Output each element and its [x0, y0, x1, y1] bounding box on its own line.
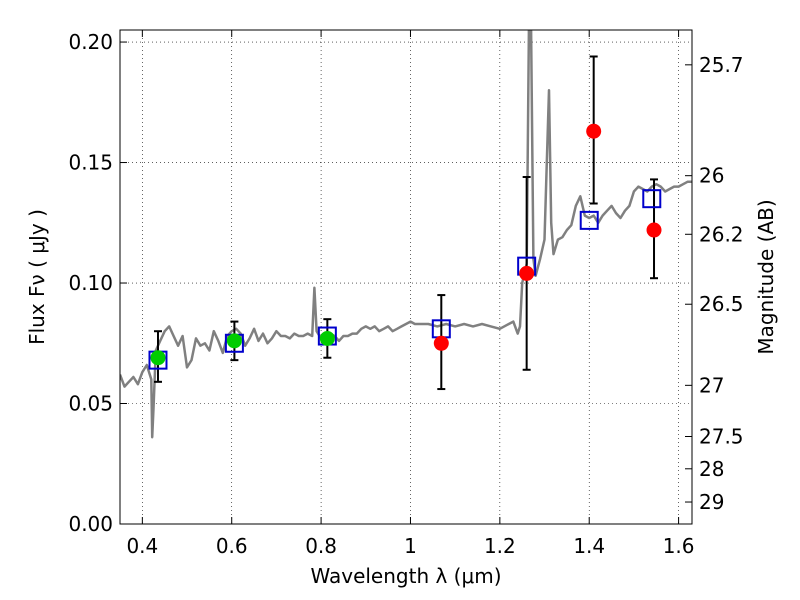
plot-area — [120, 30, 692, 439]
model-photometry-square — [642, 189, 662, 209]
markers-layer — [148, 123, 662, 370]
mag-tick-label: 28 — [699, 457, 724, 481]
mag-tick-label: 29 — [699, 490, 724, 514]
x-axis-label: Wavelength λ (μm) — [310, 564, 501, 588]
mag-tick-label: 26.2 — [699, 222, 744, 246]
mag-tick-label: 27 — [699, 373, 724, 397]
x-tick-label: 1.2 — [484, 534, 516, 558]
mag-tick-label: 26.5 — [699, 292, 744, 316]
nir-flux-point — [646, 222, 662, 238]
mag-tick-label: 27.5 — [699, 425, 744, 449]
nir-flux-point — [433, 335, 449, 351]
x-tick-label: 1 — [404, 534, 417, 558]
mag-tick-label: 25.7 — [699, 53, 744, 77]
plot-frame — [119, 29, 693, 525]
y-tick-label: 0.10 — [68, 271, 113, 295]
nir-flux-point — [586, 123, 602, 139]
y-tick-label: 0.20 — [68, 30, 113, 54]
mag-tick-label: 26 — [699, 164, 724, 188]
nir-flux-point — [519, 265, 535, 281]
x-tick-label: 0.6 — [216, 534, 248, 558]
x-tick-label: 1.6 — [663, 534, 695, 558]
y2-axis-label: Magnitude (AB) — [754, 199, 778, 354]
x-tick-label: 0.8 — [305, 534, 337, 558]
y-tick-label: 0.15 — [68, 151, 113, 175]
tick-labels: 0.4 0.6 0.8 1 1.2 1.4 1.6 0.00 0.05 0.10 0.15 0.20 2… — [68, 30, 743, 558]
optical-flux-point — [226, 333, 242, 349]
axis-ticks — [120, 30, 692, 525]
y-axis-label: Flux Fν ( μJy ) — [25, 209, 49, 345]
y-tick-label: 0.00 — [68, 512, 113, 536]
y-tick-label: 0.05 — [68, 392, 113, 416]
model-photometry-square — [579, 210, 599, 230]
optical-flux-point — [150, 350, 166, 366]
optical-flux-point — [319, 330, 335, 346]
x-tick-label: 1.4 — [573, 534, 605, 558]
x-tick-label: 0.4 — [126, 534, 158, 558]
